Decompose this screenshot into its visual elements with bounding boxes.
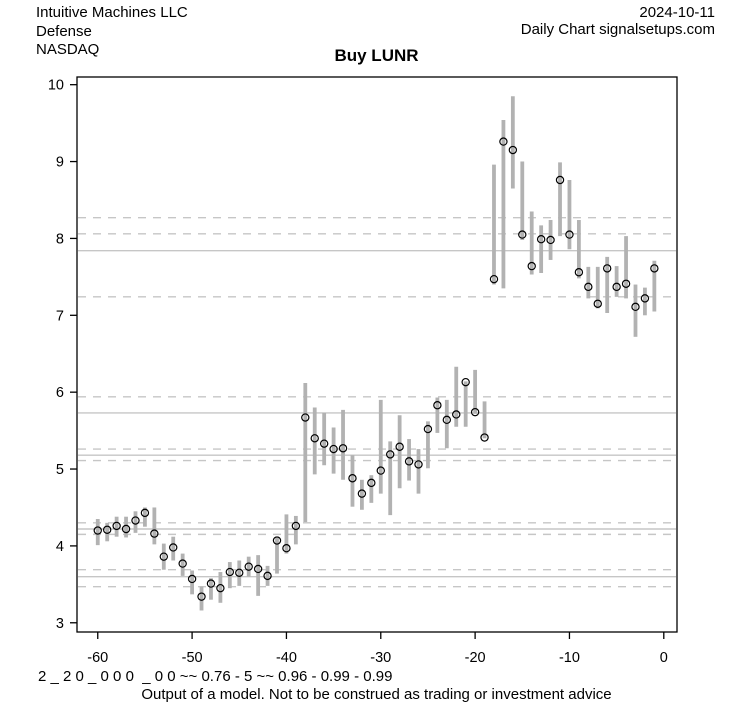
close-point	[376, 466, 385, 475]
close-point	[291, 521, 301, 531]
close-point	[593, 299, 602, 308]
close-point	[301, 413, 310, 422]
close-point	[159, 552, 168, 561]
close-point	[480, 433, 489, 442]
y-tick-label: 4	[56, 539, 64, 555]
y-tick-label: 5	[56, 462, 64, 478]
y-tick-label: 10	[48, 78, 64, 94]
close-point	[225, 567, 235, 577]
header-right: 2024-10-11 Daily Chart signalsetups.com	[521, 4, 715, 38]
close-point	[489, 274, 499, 284]
close-point	[244, 562, 253, 571]
close-point	[584, 282, 593, 292]
y-tick-label: 9	[56, 155, 64, 171]
close-point	[187, 574, 197, 584]
close-point	[386, 450, 395, 459]
x-tick-label: -20	[465, 650, 486, 666]
chart-type-source: Daily Chart signalsetups.com	[520, 21, 715, 38]
close-point	[546, 235, 555, 245]
close-point	[574, 268, 584, 277]
close-point	[282, 544, 291, 553]
header-left: Intuitive Machines LLC Defense NASDAQ	[36, 4, 188, 60]
close-point	[150, 529, 159, 538]
close-point	[518, 230, 527, 239]
close-point	[452, 410, 461, 419]
close-point	[310, 434, 319, 443]
signal-summary: 2 _ 2 0 _ 0 0 0 _ 0 0 ~~ 0.76 - 5 ~~ 0.9…	[38, 668, 393, 685]
close-point	[536, 234, 546, 244]
company-name: Intuitive Machines LLC	[36, 4, 188, 21]
close-point	[650, 264, 659, 273]
close-point	[112, 521, 121, 531]
close-point	[253, 564, 263, 574]
close-point	[178, 559, 187, 568]
close-point	[329, 444, 338, 454]
y-tick-label: 8	[56, 231, 64, 247]
close-point	[555, 175, 565, 185]
company-sector: Defense	[36, 22, 92, 40]
close-point	[319, 439, 329, 448]
chart-title: Buy LUNR	[334, 46, 419, 65]
close-point	[367, 478, 376, 488]
close-point	[131, 516, 140, 525]
disclaimer: Output of a model. Not to be construed a…	[141, 686, 612, 703]
close-point	[442, 415, 452, 425]
plot-box	[76, 76, 678, 633]
close-point	[621, 279, 631, 288]
close-point	[602, 264, 612, 273]
close-point	[499, 137, 508, 146]
close-point	[565, 230, 574, 239]
x-tick-label: -30	[370, 650, 391, 666]
close-point	[102, 525, 112, 534]
close-point	[404, 457, 414, 466]
x-tick-label: 0	[660, 650, 668, 666]
close-point	[612, 282, 621, 292]
x-tick-label: -50	[182, 650, 203, 666]
close-point	[348, 474, 357, 483]
close-point	[338, 444, 348, 453]
close-point	[461, 377, 470, 387]
close-point	[197, 592, 206, 601]
y-tick-label: 3	[56, 616, 64, 632]
close-point	[263, 571, 272, 581]
x-tick-label: -10	[559, 650, 580, 666]
close-point	[169, 543, 178, 552]
close-point	[433, 401, 442, 410]
close-point	[395, 442, 404, 451]
close-point	[640, 294, 650, 303]
close-point	[357, 489, 367, 498]
y-tick-label: 6	[56, 385, 64, 401]
close-point	[272, 536, 282, 545]
close-point	[93, 526, 102, 535]
close-point	[508, 145, 518, 155]
close-point	[121, 524, 131, 534]
close-point	[423, 424, 433, 434]
chart-date: 2024-10-11	[639, 4, 715, 21]
close-point	[140, 508, 150, 518]
exchange-name: NASDAQ	[36, 41, 100, 58]
close-point	[470, 407, 480, 417]
y-tick-label: 7	[56, 308, 64, 324]
close-point	[414, 460, 423, 469]
close-point	[631, 302, 640, 312]
x-tick-label: -40	[276, 650, 297, 666]
close-point	[206, 579, 216, 588]
close-point	[216, 583, 225, 593]
close-point	[527, 261, 536, 271]
x-tick-label: -60	[87, 650, 108, 666]
close-point	[235, 568, 244, 578]
